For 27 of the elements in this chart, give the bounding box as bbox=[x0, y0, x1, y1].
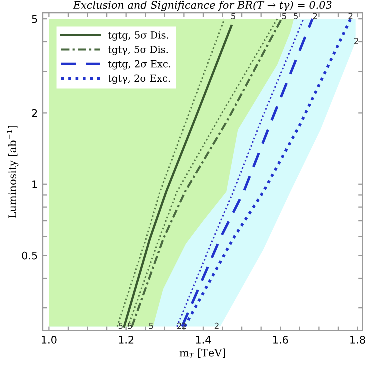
annotation: 5 bbox=[128, 323, 132, 330]
annotation: 5 bbox=[282, 13, 286, 20]
y-axis-title: Luminosity [ab$^{−1}$] bbox=[7, 126, 19, 218]
x-tick-label: 1.8 bbox=[350, 336, 366, 344]
legend-label: tgtγ, 5σ Dis. bbox=[108, 46, 168, 56]
legend-label: tgtg, 2σ Exc. bbox=[108, 60, 171, 70]
x-tick-label: 1.4 bbox=[196, 336, 212, 344]
annotation: 5 bbox=[118, 323, 123, 330]
legend-label: tgtg, 5σ Dis. bbox=[108, 32, 168, 41]
y-tick-label: 5 bbox=[32, 15, 38, 24]
annotation: 2 bbox=[348, 13, 353, 20]
legend-label: tgtγ, 2σ Exc. bbox=[108, 74, 170, 84]
x-tick-label: 1.2 bbox=[119, 336, 134, 344]
annotation: 2 bbox=[313, 13, 318, 20]
y-tick-label: 2 bbox=[32, 109, 38, 118]
x-axis-title: m$_{T}$ [TeV] bbox=[180, 348, 226, 358]
annotation: 5 bbox=[232, 13, 236, 20]
annotation: 5 bbox=[294, 13, 298, 20]
annotation: 2 bbox=[214, 322, 219, 330]
annotation: 5 bbox=[149, 323, 154, 330]
annotation: 2 bbox=[354, 38, 358, 44]
x-tick-label: 1.6 bbox=[273, 336, 288, 344]
x-tick-label: 1.0 bbox=[42, 336, 57, 344]
annotation: 2 bbox=[178, 322, 182, 330]
chart-title: Exclusion and Significance for BR(T → tγ) = 0.03 bbox=[73, 1, 332, 12]
y-tick-label: 0.5 bbox=[22, 252, 38, 260]
y-tick-label: 1 bbox=[32, 180, 38, 188]
